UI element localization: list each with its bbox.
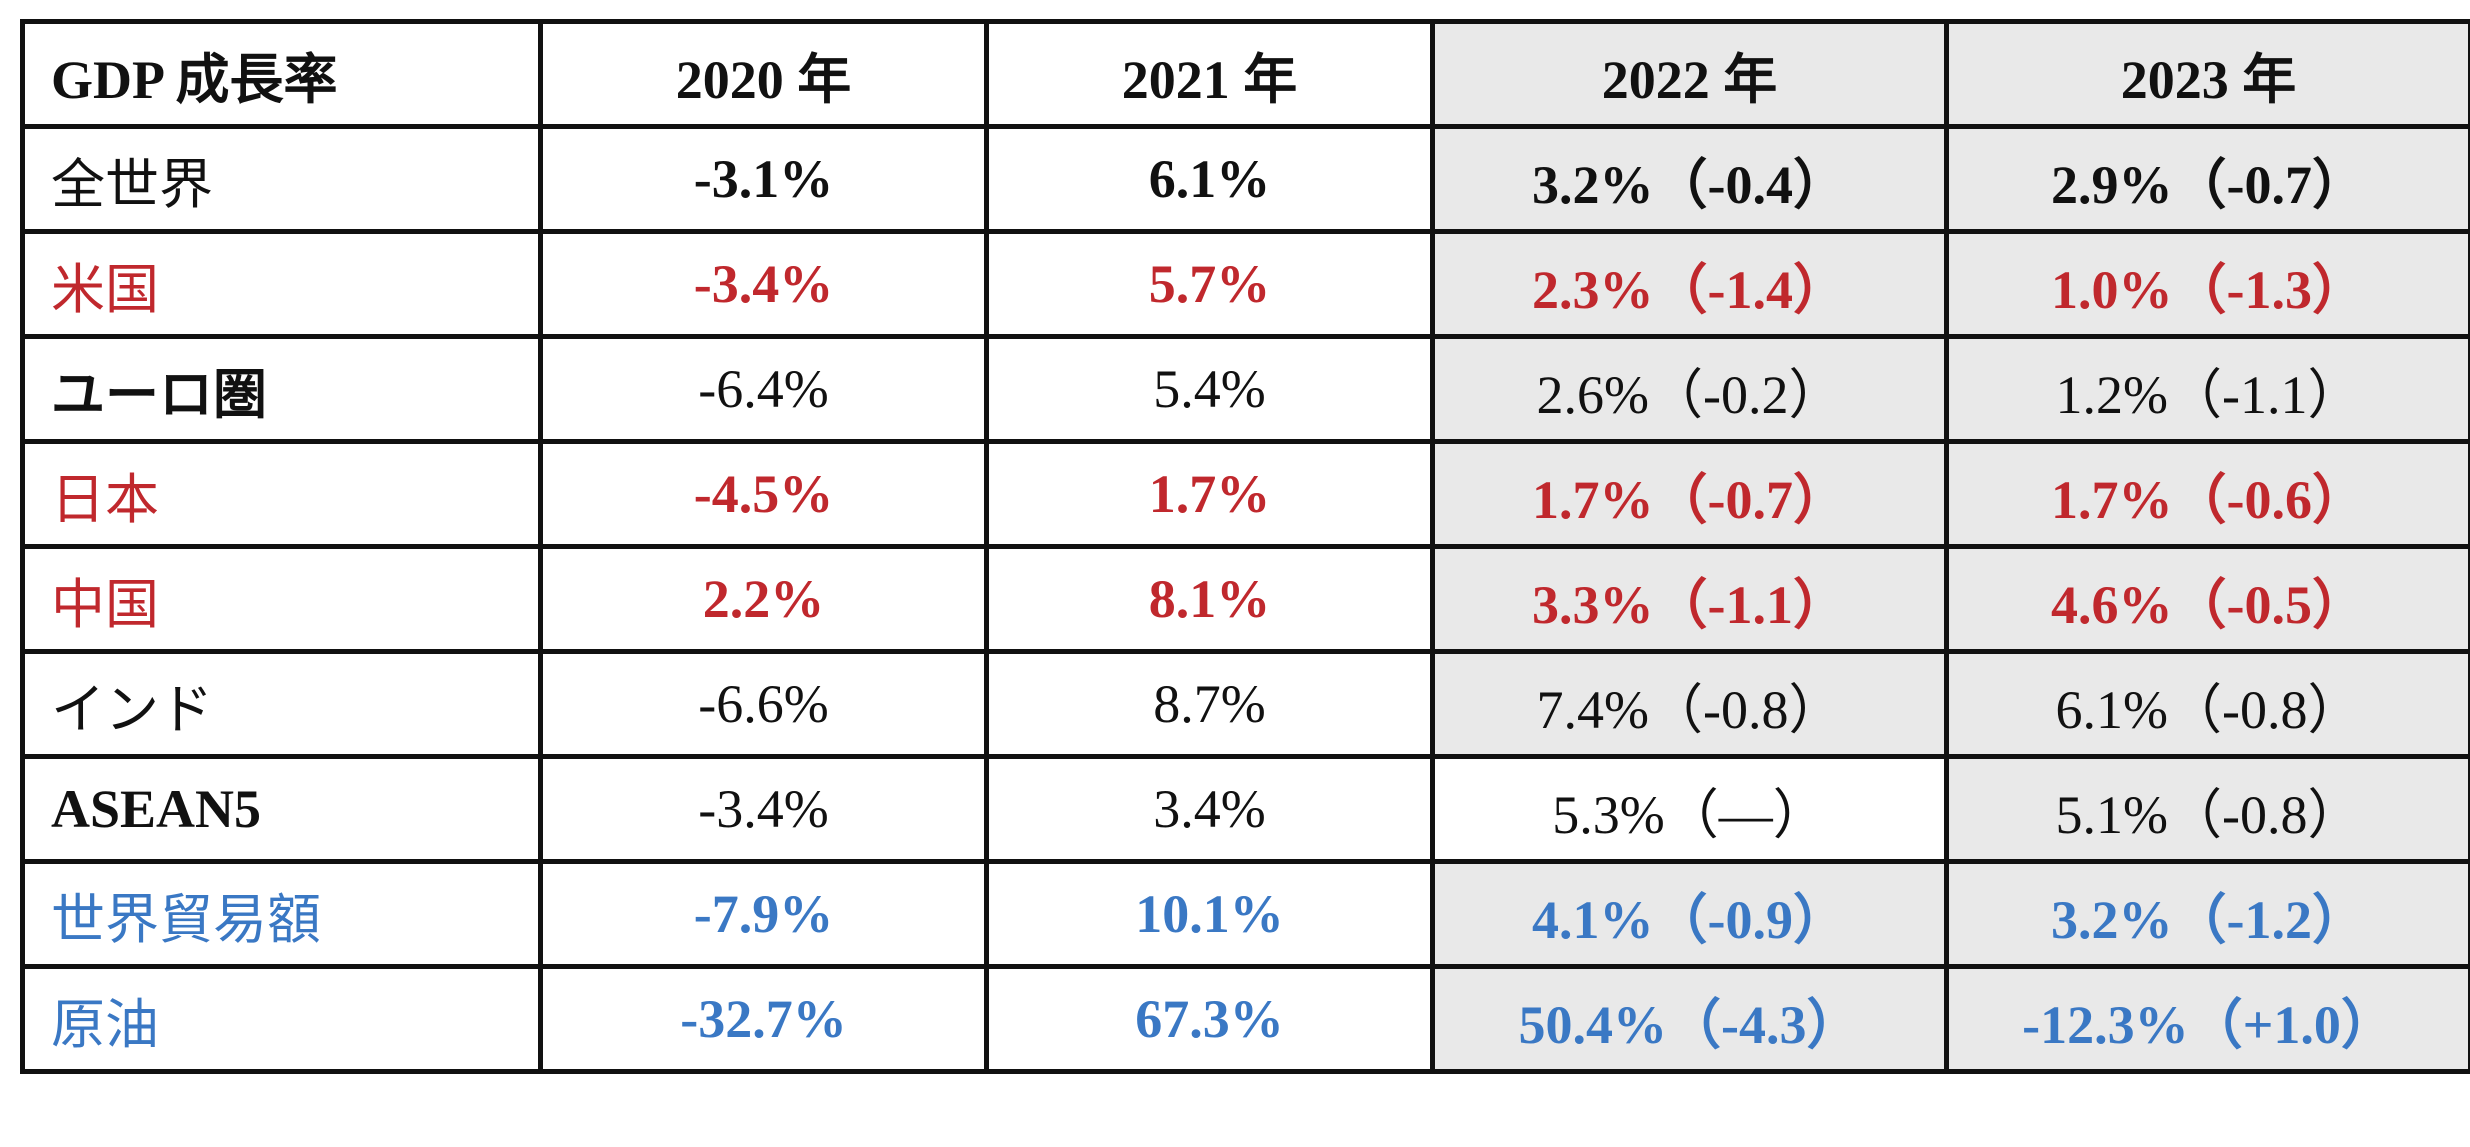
cell-2022: 3.2%（-0.4）: [1430, 124, 1949, 234]
cell-2020: -7.9%: [538, 859, 989, 969]
row-label: ユーロ圏: [20, 334, 543, 444]
header-corner: GDP 成長率: [20, 19, 543, 129]
cell-2021: 67.3%: [984, 964, 1435, 1074]
row-label: 全世界: [20, 124, 543, 234]
cell-2022: 1.7%（-0.7）: [1430, 439, 1949, 549]
cell-2021: 1.7%: [984, 439, 1435, 549]
table-row-crude-oil: 原油 -32.7% 67.3% 50.4%（-4.3） -12.3%（+1.0）: [20, 964, 2470, 1074]
table-row-world: 全世界 -3.1% 6.1% 3.2%（-0.4） 2.9%（-0.7）: [20, 124, 2470, 234]
cell-2020: -6.6%: [538, 649, 989, 759]
table-row-world-trade: 世界貿易額 -7.9% 10.1% 4.1%（-0.9） 3.2%（-1.2）: [20, 859, 2470, 969]
cell-2020: -3.1%: [538, 124, 989, 234]
cell-2021: 10.1%: [984, 859, 1435, 969]
cell-2020: -3.4%: [538, 754, 989, 864]
cell-2023: 3.2%（-1.2）: [1944, 859, 2470, 969]
cell-2023: 1.0%（-1.3）: [1944, 229, 2470, 339]
row-label: ASEAN5: [20, 754, 543, 864]
gdp-growth-table: GDP 成長率 2020 年 2021 年 2022 年 2023 年 全世界 …: [20, 19, 2470, 1074]
row-label: 米国: [20, 229, 543, 339]
row-label: 世界貿易額: [20, 859, 543, 969]
row-label: 中国: [20, 544, 543, 654]
cell-2021: 3.4%: [984, 754, 1435, 864]
header-year-2020: 2020 年: [538, 19, 989, 129]
row-label: 原油: [20, 964, 543, 1074]
header-year-2023: 2023 年: [1944, 19, 2470, 129]
header-year-2022: 2022 年: [1430, 19, 1949, 129]
cell-2021: 5.4%: [984, 334, 1435, 444]
cell-2022: 7.4%（-0.8）: [1430, 649, 1949, 759]
cell-2021: 6.1%: [984, 124, 1435, 234]
cell-2023: 6.1%（-0.8）: [1944, 649, 2470, 759]
cell-2020: -3.4%: [538, 229, 989, 339]
cell-2021: 8.1%: [984, 544, 1435, 654]
cell-2020: -32.7%: [538, 964, 989, 1074]
cell-2022: 3.3%（-1.1）: [1430, 544, 1949, 654]
table-row-india: インド -6.6% 8.7% 7.4%（-0.8） 6.1%（-0.8）: [20, 649, 2470, 759]
table-row-eurozone: ユーロ圏 -6.4% 5.4% 2.6%（-0.2） 1.2%（-1.1）: [20, 334, 2470, 444]
header-year-2021: 2021 年: [984, 19, 1435, 129]
header-row: GDP 成長率 2020 年 2021 年 2022 年 2023 年: [20, 19, 2470, 129]
cell-2023: -12.3%（+1.0）: [1944, 964, 2470, 1074]
table-row-us: 米国 -3.4% 5.7% 2.3%（-1.4） 1.0%（-1.3）: [20, 229, 2470, 339]
gdp-table-container: GDP 成長率 2020 年 2021 年 2022 年 2023 年 全世界 …: [20, 19, 2470, 1074]
cell-2020: 2.2%: [538, 544, 989, 654]
cell-2023: 1.7%（-0.6）: [1944, 439, 2470, 549]
row-label: インド: [20, 649, 543, 759]
table-row-china: 中国 2.2% 8.1% 3.3%（-1.1） 4.6%（-0.5）: [20, 544, 2470, 654]
table-row-japan: 日本 -4.5% 1.7% 1.7%（-0.7） 1.7%（-0.6）: [20, 439, 2470, 549]
cell-2022: 2.6%（-0.2）: [1430, 334, 1949, 444]
table-row-asean5: ASEAN5 -3.4% 3.4% 5.3%（—） 5.1%（-0.8）: [20, 754, 2470, 864]
cell-2020: -4.5%: [538, 439, 989, 549]
cell-2022: 5.3%（—）: [1430, 754, 1949, 864]
cell-2023: 1.2%（-1.1）: [1944, 334, 2470, 444]
cell-2022: 50.4%（-4.3）: [1430, 964, 1949, 1074]
cell-2020: -6.4%: [538, 334, 989, 444]
cell-2022: 4.1%（-0.9）: [1430, 859, 1949, 969]
row-label: 日本: [20, 439, 543, 549]
cell-2023: 2.9%（-0.7）: [1944, 124, 2470, 234]
cell-2022: 2.3%（-1.4）: [1430, 229, 1949, 339]
cell-2021: 5.7%: [984, 229, 1435, 339]
cell-2023: 4.6%（-0.5）: [1944, 544, 2470, 654]
cell-2021: 8.7%: [984, 649, 1435, 759]
cell-2023: 5.1%（-0.8）: [1944, 754, 2470, 864]
